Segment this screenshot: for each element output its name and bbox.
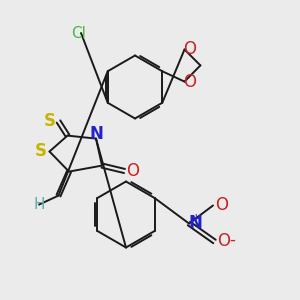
Text: O: O <box>126 162 139 180</box>
Text: -: - <box>229 231 235 249</box>
Text: N: N <box>189 214 203 232</box>
Text: O: O <box>183 73 196 91</box>
Text: +: + <box>190 212 201 225</box>
Text: O: O <box>217 232 230 250</box>
Text: Cl: Cl <box>71 26 86 40</box>
Text: S: S <box>35 142 47 160</box>
Text: S: S <box>44 112 56 130</box>
Text: N: N <box>90 125 104 143</box>
Text: O: O <box>215 196 229 214</box>
Text: H: H <box>33 197 45 212</box>
Text: O: O <box>183 40 196 58</box>
